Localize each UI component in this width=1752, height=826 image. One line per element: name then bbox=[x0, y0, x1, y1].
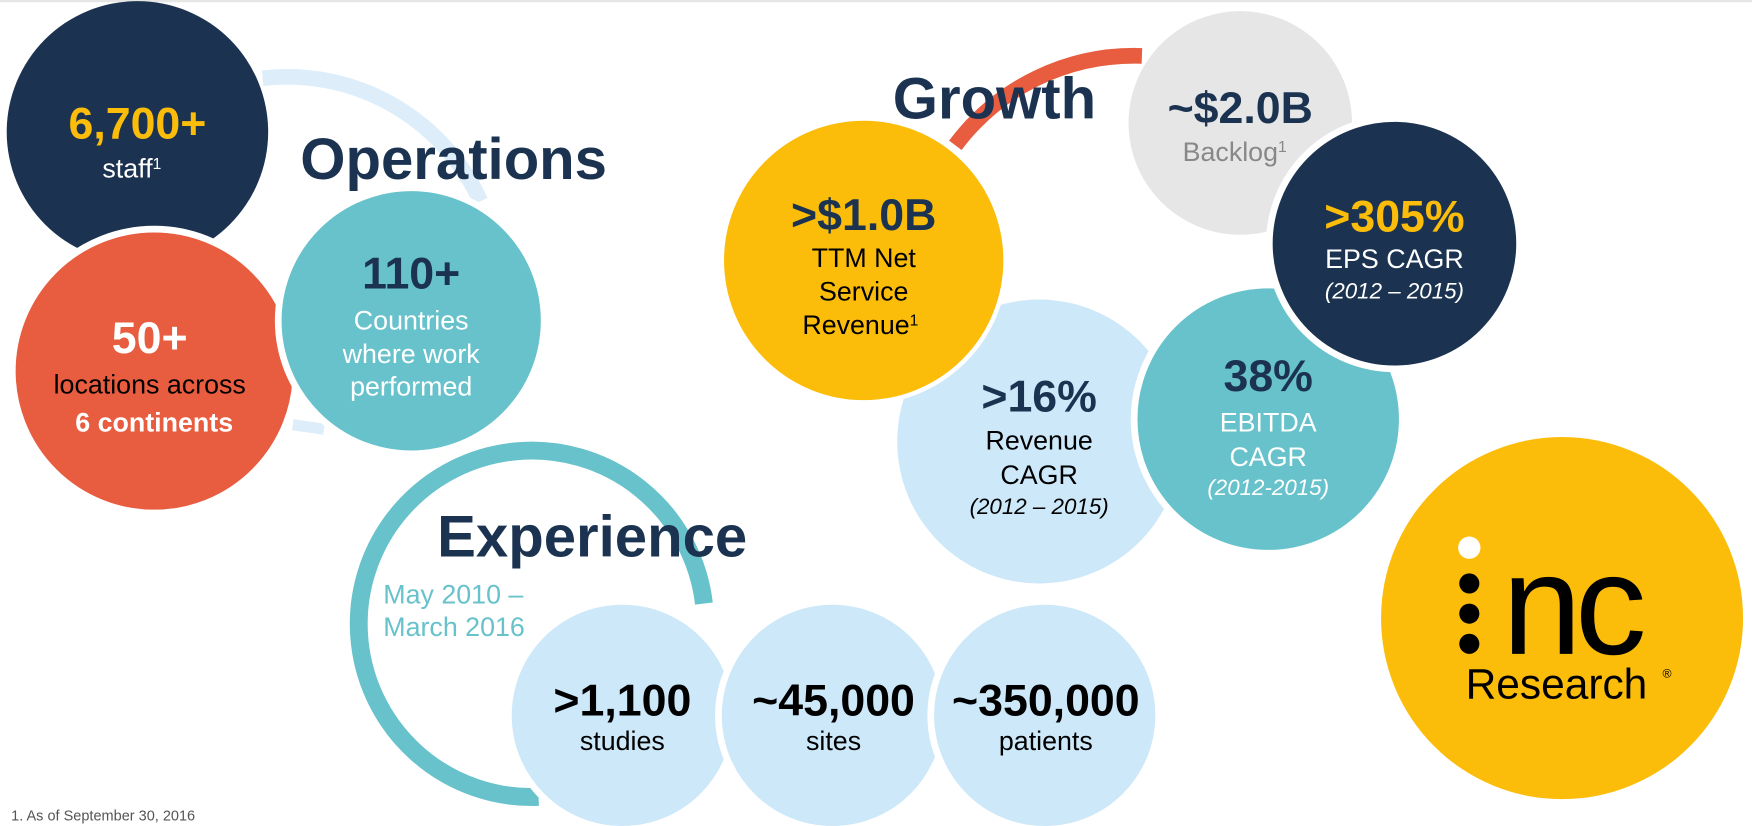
stat-label: staff bbox=[102, 154, 153, 184]
countries-circle bbox=[274, 184, 548, 458]
logo-dot bbox=[1458, 536, 1481, 559]
stat-value: 38% bbox=[1223, 352, 1312, 401]
stat-label: Backlog1 bbox=[1183, 137, 1287, 167]
stat-label: Revenue bbox=[985, 425, 1092, 455]
stat-label: where work bbox=[342, 339, 481, 369]
footnote-marker: 1 bbox=[153, 156, 162, 173]
stat-label: EBITDA bbox=[1220, 407, 1317, 437]
logo-wordmark: nc bbox=[1502, 526, 1643, 685]
stat-value: 6,700+ bbox=[68, 100, 206, 149]
footnote: 1. As of September 30, 2016 bbox=[11, 808, 195, 824]
stat-value: ~350,000 bbox=[952, 676, 1140, 725]
stat-label: Countries bbox=[354, 306, 469, 336]
experience-title: Experience bbox=[437, 505, 747, 570]
footnote-marker: 1 bbox=[1278, 139, 1287, 156]
experience-ring bbox=[349, 441, 713, 806]
patients-circle bbox=[927, 598, 1163, 826]
staff-circle bbox=[6, 1, 269, 263]
stat-period: (2012 – 2015) bbox=[1325, 278, 1464, 303]
experience-period: March 2016 bbox=[383, 612, 525, 642]
revenue-cagr-circle bbox=[897, 299, 1182, 584]
stat-label: CAGR bbox=[1229, 442, 1306, 472]
stat-label: EPS CAGR bbox=[1325, 244, 1464, 274]
revenue-circle bbox=[719, 116, 1008, 405]
footnote-marker: 1 bbox=[910, 312, 919, 329]
stat-value: 50+ bbox=[112, 314, 188, 363]
stat-label: TTM Net bbox=[812, 243, 917, 273]
stat-value: >1,100 bbox=[553, 676, 691, 725]
stat-label: staff1 bbox=[102, 154, 161, 184]
logo-dot bbox=[1459, 573, 1480, 594]
stat-label: Revenue bbox=[802, 310, 909, 340]
logo-dot bbox=[1459, 603, 1480, 624]
growth-arc bbox=[949, 47, 1143, 150]
stat-label: 6 continents bbox=[75, 407, 233, 437]
operations-arc bbox=[261, 68, 488, 205]
stat-value: >305% bbox=[1324, 192, 1464, 241]
stat-label: patients bbox=[999, 726, 1093, 756]
stat-value: 110+ bbox=[362, 249, 460, 298]
operations-title: Operations bbox=[300, 127, 607, 192]
stat-value: >16% bbox=[981, 372, 1097, 421]
stat-label: sites bbox=[806, 726, 861, 756]
stat-label: Service bbox=[819, 277, 908, 307]
logo-tagline: Research bbox=[1466, 661, 1648, 708]
operations-arc-end bbox=[291, 419, 325, 435]
logo-mark: ® bbox=[1663, 666, 1672, 680]
experience-period: May 2010 – bbox=[383, 580, 523, 610]
stat-label: Revenue1 bbox=[802, 310, 918, 340]
stat-label: Backlog bbox=[1183, 137, 1278, 167]
eps-circle bbox=[1265, 115, 1523, 373]
stat-value: ~45,000 bbox=[752, 676, 915, 725]
stat-value: ~$2.0B bbox=[1168, 84, 1313, 133]
stat-label: performed bbox=[350, 372, 472, 402]
logo-circle bbox=[1381, 437, 1744, 800]
stat-label: CAGR bbox=[1000, 460, 1077, 490]
stat-label: locations across bbox=[54, 369, 246, 399]
stat-label: studies bbox=[580, 726, 665, 756]
stat-period: (2012 – 2015) bbox=[970, 494, 1109, 519]
stat-value: >$1.0B bbox=[791, 191, 936, 240]
growth-title: Growth bbox=[893, 66, 1096, 131]
stat-period: (2012-2015) bbox=[1207, 475, 1329, 500]
logo-dot bbox=[1459, 633, 1480, 654]
